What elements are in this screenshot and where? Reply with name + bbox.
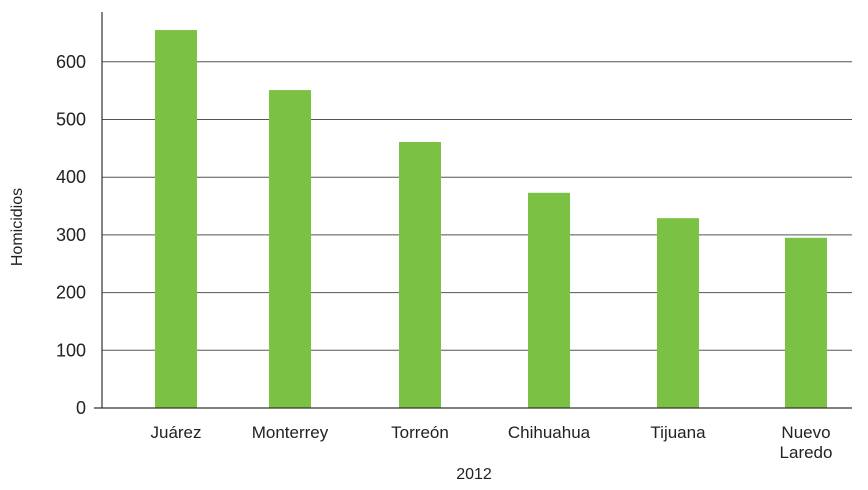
y-tick-labels: 0 100 200 300 400 500 600 bbox=[56, 52, 86, 418]
x-tick-label: Torreón bbox=[391, 423, 449, 442]
x-tick-label-line: Laredo bbox=[780, 443, 833, 462]
gridlines bbox=[102, 61, 852, 351]
x-axis-title: 2012 bbox=[456, 466, 492, 483]
x-tick-label: Monterrey bbox=[252, 423, 329, 442]
x-tick-label-line: Torreón bbox=[391, 423, 449, 442]
x-tick-label-line: Monterrey bbox=[252, 423, 329, 442]
x-tick-label: Juárez bbox=[150, 423, 201, 442]
y-tick-label: 0 bbox=[76, 398, 86, 418]
x-tick-label: Chihuahua bbox=[508, 423, 591, 442]
bar-tijuana bbox=[657, 218, 699, 408]
y-tick-label: 500 bbox=[56, 110, 86, 130]
x-tick-label-line: Tijuana bbox=[650, 423, 706, 442]
x-tick-label: Tijuana bbox=[650, 423, 706, 442]
bar-torreón bbox=[399, 142, 441, 409]
y-tick-label: 200 bbox=[56, 283, 86, 303]
bar-monterrey bbox=[269, 90, 311, 408]
x-tick-label-line: Juárez bbox=[150, 423, 201, 442]
y-tick-label: 100 bbox=[56, 340, 86, 360]
y-tick-label: 600 bbox=[56, 52, 86, 72]
x-tick-label-line: Nuevo bbox=[781, 423, 830, 442]
x-tick-labels: Juárez Monterrey Torreón Chihuahua Tijuana Nu… bbox=[150, 423, 832, 462]
x-tick-label: Nuevo Laredo bbox=[780, 423, 833, 462]
y-axis-title: Homicidios bbox=[9, 188, 26, 266]
bar-juárez bbox=[155, 30, 197, 408]
bars bbox=[155, 30, 827, 409]
bar-nuevo-laredo bbox=[785, 237, 827, 408]
y-tick-label: 300 bbox=[56, 225, 86, 245]
y-tick-label: 400 bbox=[56, 167, 86, 187]
x-tick-label-line: Chihuahua bbox=[508, 423, 591, 442]
bar-chihuahua bbox=[528, 192, 570, 408]
axes bbox=[94, 12, 852, 409]
